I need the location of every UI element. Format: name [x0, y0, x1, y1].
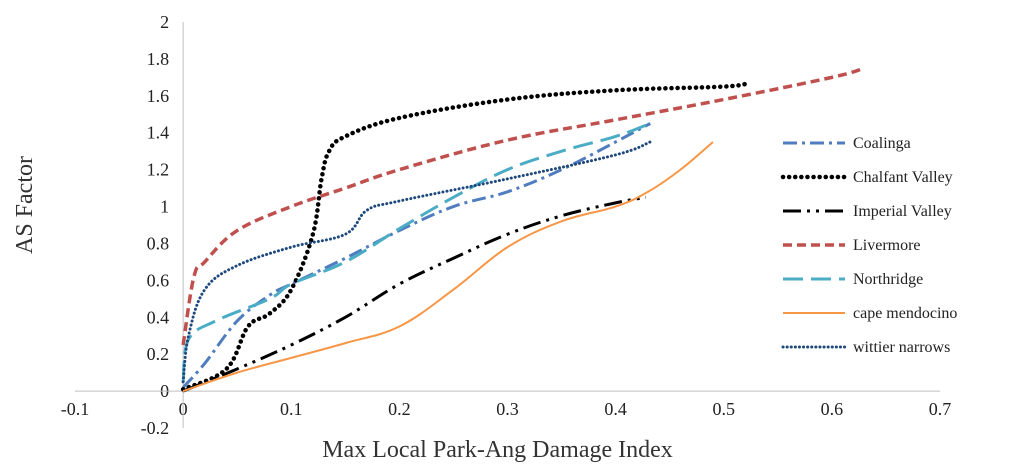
series-line-chalfant-valley [180, 80, 751, 392]
x-tick-label: 0.5 [713, 399, 736, 419]
series-line-northridge [181, 122, 651, 383]
y-tick-label: 0.8 [147, 233, 170, 253]
legend-label: Imperial Valley [853, 203, 952, 220]
legend: Coalinga Chalfant Valley Imperial Valley Li… [780, 135, 957, 356]
legend-item: cape mendocino [783, 305, 957, 322]
series-line-livermore [181, 66, 865, 346]
y-tick-label: 1 [160, 197, 169, 217]
legend-item: wittier narrows [781, 339, 950, 356]
legend-label: Livermore [853, 237, 921, 254]
series-line-wittier-narrows [181, 140, 652, 384]
y-tick-label: 1.6 [147, 86, 170, 106]
x-tick-label: 0.7 [929, 399, 952, 419]
legend-item: Imperial Valley [783, 203, 952, 220]
x-tick-label: 0.1 [280, 399, 303, 419]
legend-item: Coalinga [783, 135, 911, 152]
y-tick-label: 1.2 [147, 160, 170, 180]
y-tick-label: 1.4 [147, 123, 170, 143]
y-tick-label: -0.2 [141, 418, 170, 438]
legend-label: Coalinga [853, 135, 911, 152]
x-tick-label: 0.3 [496, 399, 519, 419]
x-tick-label: 0.6 [821, 399, 844, 419]
y-tick-label: 1.8 [147, 49, 170, 69]
x-tick-label: 0.2 [388, 399, 411, 419]
x-tick-label: 0.4 [604, 399, 627, 419]
legend-item: Livermore [783, 237, 921, 254]
y-axis-title: AS Factor [12, 156, 38, 254]
y-tick-label: 2 [160, 12, 169, 32]
y-tick-label: 0.4 [147, 307, 170, 327]
series-line-coalinga [182, 122, 651, 389]
x-tick-label: -0.1 [61, 399, 90, 419]
series-line-cape-mendocino [182, 141, 714, 393]
legend-label: Northridge [853, 271, 923, 288]
legend-label: cape mendocino [853, 305, 957, 322]
legend-item: Northridge [783, 271, 923, 288]
series-line-imperial-valley [182, 195, 647, 393]
legend-label: Chalfant Valley [853, 169, 953, 186]
legend-item: Chalfant Valley [780, 169, 953, 186]
y-tick-label: 0.6 [147, 270, 170, 290]
y-tick-label: 0.2 [147, 344, 170, 364]
x-axis-title: Max Local Park-Ang Damage Index [322, 437, 673, 463]
legend-label: wittier narrows [853, 339, 950, 356]
